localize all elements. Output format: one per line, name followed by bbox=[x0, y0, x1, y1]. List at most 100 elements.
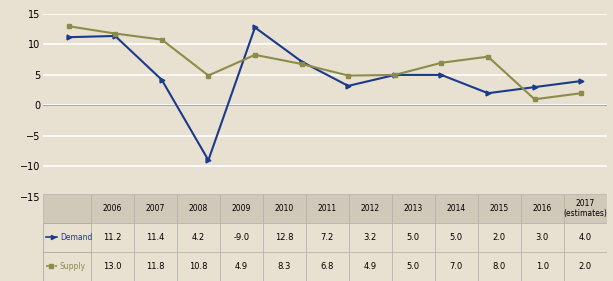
FancyBboxPatch shape bbox=[220, 252, 263, 281]
FancyBboxPatch shape bbox=[43, 223, 91, 252]
Text: -9.0: -9.0 bbox=[234, 233, 249, 242]
Text: 8.3: 8.3 bbox=[278, 262, 291, 271]
Text: 5.0: 5.0 bbox=[407, 233, 420, 242]
Supply bbox=[531, 98, 538, 101]
FancyBboxPatch shape bbox=[521, 194, 564, 223]
FancyBboxPatch shape bbox=[91, 252, 134, 281]
FancyBboxPatch shape bbox=[306, 223, 349, 252]
FancyBboxPatch shape bbox=[435, 194, 478, 223]
Supply bbox=[298, 62, 305, 66]
Text: 4.2: 4.2 bbox=[192, 233, 205, 242]
Text: 11.8: 11.8 bbox=[146, 262, 165, 271]
FancyBboxPatch shape bbox=[521, 223, 564, 252]
Demand bbox=[438, 73, 445, 77]
Supply bbox=[158, 38, 166, 41]
Text: 2008: 2008 bbox=[189, 204, 208, 213]
Text: 5.0: 5.0 bbox=[450, 233, 463, 242]
Supply bbox=[345, 74, 352, 77]
FancyBboxPatch shape bbox=[564, 194, 607, 223]
FancyBboxPatch shape bbox=[521, 252, 564, 281]
Demand bbox=[205, 158, 212, 162]
Demand bbox=[65, 35, 72, 39]
Demand bbox=[484, 92, 492, 95]
FancyBboxPatch shape bbox=[177, 223, 220, 252]
FancyBboxPatch shape bbox=[435, 252, 478, 281]
FancyBboxPatch shape bbox=[177, 194, 220, 223]
Text: 4.9: 4.9 bbox=[235, 262, 248, 271]
FancyBboxPatch shape bbox=[349, 194, 392, 223]
FancyBboxPatch shape bbox=[43, 194, 91, 223]
Text: 2006: 2006 bbox=[102, 204, 122, 213]
Text: Supply: Supply bbox=[60, 262, 86, 271]
Supply bbox=[484, 55, 492, 58]
Text: 2016: 2016 bbox=[533, 204, 552, 213]
Supply bbox=[577, 92, 585, 95]
FancyBboxPatch shape bbox=[478, 194, 521, 223]
Supply bbox=[205, 74, 212, 77]
FancyBboxPatch shape bbox=[564, 252, 607, 281]
Demand bbox=[345, 84, 352, 88]
Text: 13.0: 13.0 bbox=[103, 262, 121, 271]
Text: 11.4: 11.4 bbox=[146, 233, 164, 242]
Text: 10.8: 10.8 bbox=[189, 262, 208, 271]
FancyBboxPatch shape bbox=[349, 223, 392, 252]
Demand bbox=[391, 73, 398, 77]
FancyBboxPatch shape bbox=[478, 223, 521, 252]
Demand bbox=[531, 85, 538, 89]
FancyBboxPatch shape bbox=[263, 223, 306, 252]
Text: 8.0: 8.0 bbox=[493, 262, 506, 271]
Text: 6.8: 6.8 bbox=[321, 262, 334, 271]
FancyBboxPatch shape bbox=[43, 252, 91, 281]
FancyBboxPatch shape bbox=[220, 194, 263, 223]
Text: 7.2: 7.2 bbox=[321, 233, 334, 242]
Demand bbox=[577, 79, 585, 83]
FancyBboxPatch shape bbox=[306, 252, 349, 281]
Text: 1.0: 1.0 bbox=[536, 262, 549, 271]
Text: 3.0: 3.0 bbox=[536, 233, 549, 242]
Demand bbox=[251, 26, 259, 29]
Supply bbox=[112, 32, 119, 35]
Text: 12.8: 12.8 bbox=[275, 233, 294, 242]
FancyBboxPatch shape bbox=[435, 223, 478, 252]
Supply bbox=[65, 24, 72, 28]
Supply bbox=[391, 73, 398, 77]
Line: Demand: Demand bbox=[66, 25, 584, 163]
Demand bbox=[112, 34, 119, 38]
Line: Supply: Supply bbox=[66, 24, 584, 101]
FancyBboxPatch shape bbox=[564, 223, 607, 252]
Supply bbox=[438, 61, 445, 64]
FancyBboxPatch shape bbox=[91, 223, 134, 252]
FancyBboxPatch shape bbox=[392, 194, 435, 223]
FancyBboxPatch shape bbox=[220, 223, 263, 252]
FancyBboxPatch shape bbox=[263, 252, 306, 281]
Supply bbox=[251, 53, 259, 56]
Text: Demand: Demand bbox=[60, 233, 92, 242]
Text: 7.0: 7.0 bbox=[450, 262, 463, 271]
Text: 2011: 2011 bbox=[318, 204, 337, 213]
Text: 2013: 2013 bbox=[404, 204, 423, 213]
FancyBboxPatch shape bbox=[349, 252, 392, 281]
Demand bbox=[158, 78, 166, 81]
FancyBboxPatch shape bbox=[478, 252, 521, 281]
Text: 3.2: 3.2 bbox=[364, 233, 377, 242]
FancyBboxPatch shape bbox=[91, 194, 134, 223]
Text: 2010: 2010 bbox=[275, 204, 294, 213]
Text: 4.0: 4.0 bbox=[579, 233, 592, 242]
FancyBboxPatch shape bbox=[306, 194, 349, 223]
FancyBboxPatch shape bbox=[392, 223, 435, 252]
FancyBboxPatch shape bbox=[134, 252, 177, 281]
FancyBboxPatch shape bbox=[263, 194, 306, 223]
Text: 11.2: 11.2 bbox=[103, 233, 121, 242]
Text: 2012: 2012 bbox=[361, 204, 380, 213]
FancyBboxPatch shape bbox=[392, 252, 435, 281]
Demand bbox=[298, 60, 305, 63]
Text: 4.9: 4.9 bbox=[364, 262, 377, 271]
Text: 2.0: 2.0 bbox=[493, 233, 506, 242]
Text: 5.0: 5.0 bbox=[407, 262, 420, 271]
Text: 2014: 2014 bbox=[447, 204, 466, 213]
FancyBboxPatch shape bbox=[177, 252, 220, 281]
FancyBboxPatch shape bbox=[134, 223, 177, 252]
Text: 2.0: 2.0 bbox=[579, 262, 592, 271]
Text: 2009: 2009 bbox=[232, 204, 251, 213]
Text: 2017
(estimates): 2017 (estimates) bbox=[563, 199, 607, 218]
